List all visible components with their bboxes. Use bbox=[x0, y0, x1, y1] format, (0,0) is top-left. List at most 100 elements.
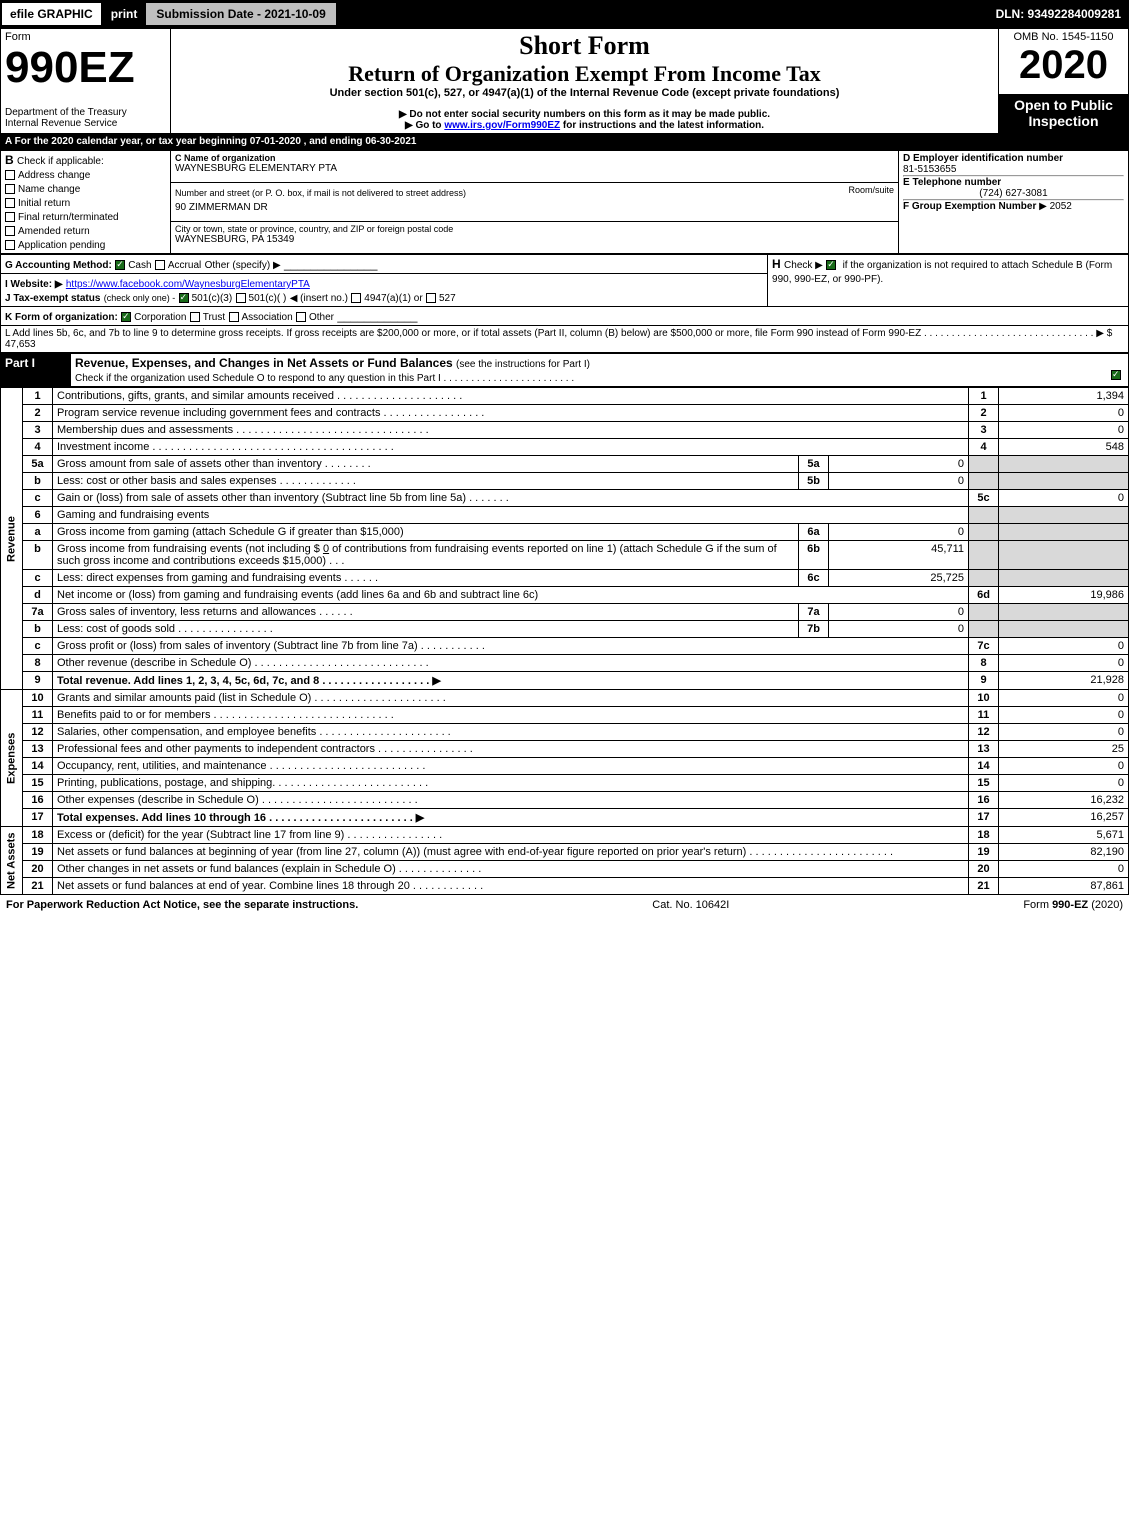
label-accrual: Accrual bbox=[168, 260, 201, 271]
l12-desc: Salaries, other compensation, and employ… bbox=[53, 724, 969, 741]
section-l: L Add lines 5b, 6c, and 7b to line 9 to … bbox=[1, 326, 1129, 353]
l4-desc: Investment income . . . . . . . . . . . … bbox=[53, 439, 969, 456]
l14-num: 14 bbox=[23, 758, 53, 775]
l16-desc: Other expenses (describe in Schedule O) … bbox=[53, 792, 969, 809]
l7c-num: c bbox=[23, 638, 53, 655]
l20-val: 0 bbox=[999, 861, 1129, 878]
short-form-title: Short Form bbox=[175, 31, 994, 61]
l15-num: 15 bbox=[23, 775, 53, 792]
l21-num: 21 bbox=[23, 878, 53, 895]
omb-number: OMB No. 1545-1150 bbox=[1003, 31, 1124, 43]
checkbox-application-pending[interactable] bbox=[5, 240, 15, 250]
l18-box: 18 bbox=[969, 827, 999, 844]
print-link[interactable]: print bbox=[103, 3, 146, 25]
l16-num: 16 bbox=[23, 792, 53, 809]
label-other-method: Other (specify) ▶ bbox=[205, 260, 281, 271]
tax-year: 2020 bbox=[1003, 43, 1124, 88]
l6b-shade bbox=[969, 541, 999, 570]
checkbox-4947[interactable] bbox=[351, 293, 361, 303]
l20-num: 20 bbox=[23, 861, 53, 878]
checkbox-initial-return[interactable] bbox=[5, 198, 15, 208]
label-name-change: Name change bbox=[18, 184, 80, 195]
l5b-box: 5b bbox=[799, 473, 829, 490]
l6a-box: 6a bbox=[799, 524, 829, 541]
l7a-val: 0 bbox=[829, 604, 969, 621]
checkbox-trust[interactable] bbox=[190, 312, 200, 322]
checkbox-schedule-o-used[interactable] bbox=[1111, 370, 1121, 380]
l18-desc: Excess or (deficit) for the year (Subtra… bbox=[53, 827, 969, 844]
l18-num: 18 bbox=[23, 827, 53, 844]
ghijkl-table: G Accounting Method: Cash Accrual Other … bbox=[0, 254, 1129, 353]
part1-check-text: Check if the organization used Schedule … bbox=[75, 373, 574, 384]
l1-val: 1,394 bbox=[999, 388, 1129, 405]
l6c-shade bbox=[969, 570, 999, 587]
checkbox-cash[interactable] bbox=[115, 260, 125, 270]
telephone: (724) 627-3081 bbox=[903, 188, 1124, 199]
checkbox-501c[interactable] bbox=[236, 293, 246, 303]
label-other-org: Other bbox=[309, 312, 334, 323]
l7b-shade2 bbox=[999, 621, 1129, 638]
l1-box: 1 bbox=[969, 388, 999, 405]
room-label: Room/suite bbox=[848, 185, 894, 195]
header-table: Form 990EZ Department of the Treasury In… bbox=[0, 28, 1129, 134]
part1-title: Revenue, Expenses, and Changes in Net As… bbox=[75, 356, 453, 370]
open-to-public: Open to Public Inspection bbox=[999, 94, 1129, 133]
goto-prefix: ▶ Go to bbox=[405, 120, 444, 131]
form-label: Form bbox=[5, 31, 166, 43]
l15-desc: Printing, publications, postage, and shi… bbox=[53, 775, 969, 792]
ein: 81-5153655 bbox=[903, 164, 1124, 175]
label-final-return: Final return/terminated bbox=[18, 212, 119, 223]
checkbox-name-change[interactable] bbox=[5, 184, 15, 194]
l14-box: 14 bbox=[969, 758, 999, 775]
l10-num: 10 bbox=[23, 690, 53, 707]
paperwork-notice: For Paperwork Reduction Act Notice, see … bbox=[6, 899, 358, 911]
section-h-label: H bbox=[772, 257, 781, 271]
l13-box: 13 bbox=[969, 741, 999, 758]
l15-val: 0 bbox=[999, 775, 1129, 792]
goto-link[interactable]: www.irs.gov/Form990EZ bbox=[444, 120, 560, 131]
checkbox-501c3[interactable] bbox=[179, 293, 189, 303]
ssn-warning: ▶ Do not enter social security numbers o… bbox=[175, 109, 994, 120]
website-link[interactable]: https://www.facebook.com/WaynesburgEleme… bbox=[66, 279, 310, 290]
org-name: WAYNESBURG ELEMENTARY PTA bbox=[175, 163, 894, 174]
checkbox-final-return[interactable] bbox=[5, 212, 15, 222]
l7b-num: b bbox=[23, 621, 53, 638]
l19-box: 19 bbox=[969, 844, 999, 861]
section-f-label: F Group Exemption Number ▶ 2052 bbox=[903, 201, 1124, 212]
checkbox-amended-return[interactable] bbox=[5, 226, 15, 236]
l6c-val: 25,725 bbox=[829, 570, 969, 587]
l6-num: 6 bbox=[23, 507, 53, 524]
l2-num: 2 bbox=[23, 405, 53, 422]
l4-box: 4 bbox=[969, 439, 999, 456]
l12-val: 0 bbox=[999, 724, 1129, 741]
l4-val: 548 bbox=[999, 439, 1129, 456]
l11-num: 11 bbox=[23, 707, 53, 724]
l5c-desc: Gain or (loss) from sale of assets other… bbox=[53, 490, 969, 507]
sidebar-netassets: Net Assets bbox=[1, 827, 23, 895]
checkbox-address-change[interactable] bbox=[5, 170, 15, 180]
l4-num: 4 bbox=[23, 439, 53, 456]
l5c-num: c bbox=[23, 490, 53, 507]
l7b-val: 0 bbox=[829, 621, 969, 638]
checkbox-schedule-b-not-required[interactable] bbox=[826, 260, 836, 270]
l6b-num: b bbox=[23, 541, 53, 570]
l20-box: 20 bbox=[969, 861, 999, 878]
checkbox-527[interactable] bbox=[426, 293, 436, 303]
j-insert: ◀ (insert no.) bbox=[290, 293, 348, 304]
checkbox-accrual[interactable] bbox=[155, 260, 165, 270]
j-suffix: (check only one) - bbox=[104, 293, 176, 303]
l7a-shade2 bbox=[999, 604, 1129, 621]
l15-box: 15 bbox=[969, 775, 999, 792]
city-label: City or town, state or province, country… bbox=[175, 224, 894, 234]
l17-box: 17 bbox=[969, 809, 999, 827]
checkbox-other-org[interactable] bbox=[296, 312, 306, 322]
checkbox-corporation[interactable] bbox=[121, 312, 131, 322]
l6a-shade2 bbox=[999, 524, 1129, 541]
check-if-applicable: Check if applicable: bbox=[17, 156, 104, 167]
l1-num: 1 bbox=[23, 388, 53, 405]
checkbox-association[interactable] bbox=[229, 312, 239, 322]
l11-box: 11 bbox=[969, 707, 999, 724]
label-527: 527 bbox=[439, 293, 456, 304]
section-k-label: K Form of organization: bbox=[5, 312, 118, 323]
l7a-num: 7a bbox=[23, 604, 53, 621]
